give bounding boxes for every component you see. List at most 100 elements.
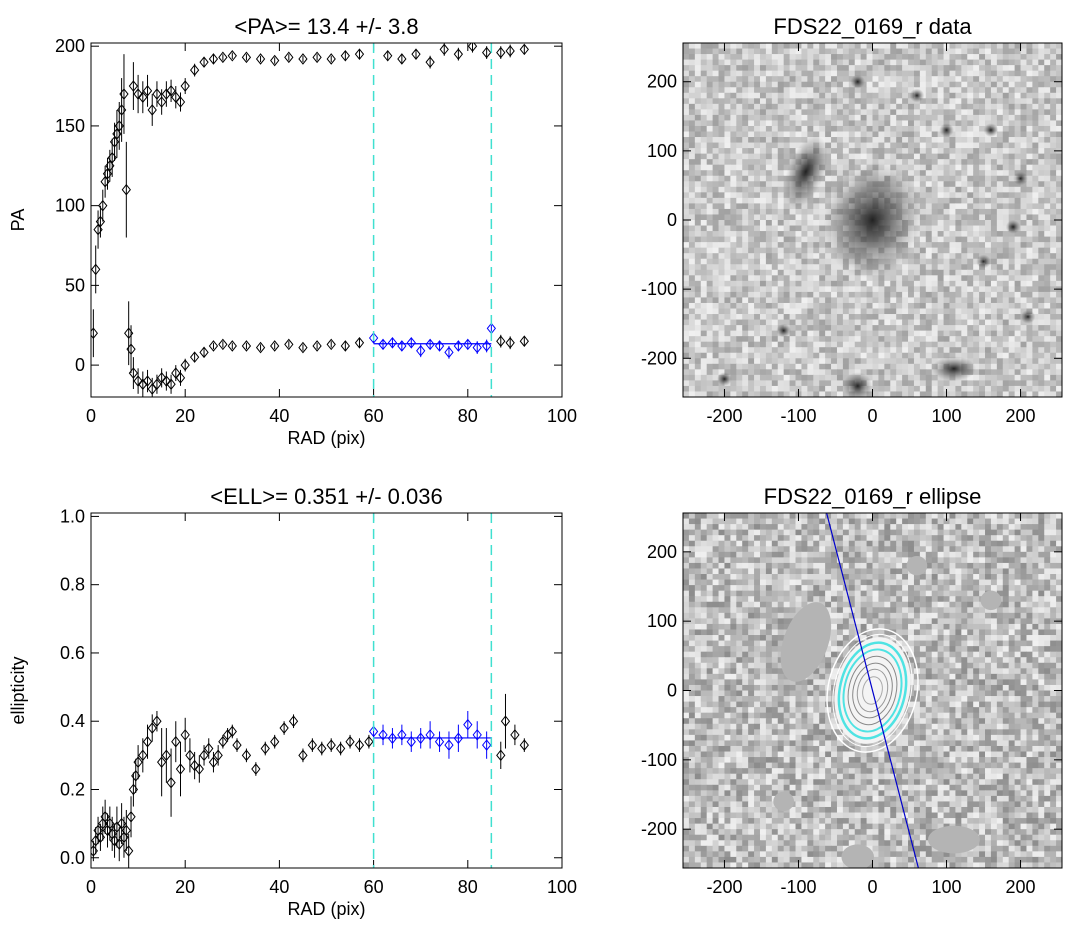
pixel [932,253,938,259]
pixel [914,264,920,270]
pixel [790,115,796,121]
pixel [991,165,997,171]
pixel [772,281,778,287]
pixel [890,275,896,281]
pixel [695,143,701,149]
pixel [932,292,938,298]
pixel [1038,82,1044,88]
pixel [1009,369,1015,375]
pixel [890,530,896,536]
pixel [754,242,760,248]
pixel [748,132,754,138]
pixel [961,170,967,176]
pixel [997,309,1003,315]
pixel [736,297,742,303]
pixel [961,137,967,143]
pixel [701,541,707,547]
pixel [967,203,973,209]
pixel [878,76,884,82]
pixel [784,546,790,552]
pixel [754,60,760,66]
pixel [1026,524,1032,530]
pixel [908,380,914,386]
pixel [689,82,695,88]
pixel [778,270,784,276]
pixel [961,297,967,303]
pixel [837,159,843,165]
pixel [730,342,736,348]
pixel [973,336,979,342]
pixel [961,331,967,337]
pixel [819,331,825,337]
pixel [949,342,955,348]
pixel [1026,65,1032,71]
pixel [760,369,766,375]
pixel [736,159,742,165]
pixel [742,132,748,138]
pixel [843,336,849,342]
pixel [754,126,760,132]
pixel [807,275,813,281]
pixel [902,120,908,126]
pixel [955,237,961,243]
pixel [849,49,855,55]
pixel [760,331,766,337]
pixel [1009,264,1015,270]
pixel [707,270,713,276]
pixel [938,347,944,353]
pixel [1038,259,1044,265]
pixel [926,325,932,331]
pixel [825,375,831,381]
pixel [1050,281,1056,287]
pixel [754,159,760,165]
pixel [719,297,725,303]
pixel [742,303,748,309]
pixel [784,115,790,121]
pixel [730,203,736,209]
pixel [707,386,713,392]
pixel [736,43,742,49]
pixel [1009,87,1015,93]
pixel [701,203,707,209]
pixel [902,342,908,348]
pixel [813,364,819,370]
pixel [689,325,695,331]
pixel [914,115,920,121]
pixel [683,170,689,176]
pixel [867,54,873,60]
pixel [766,342,772,348]
pixel [979,226,985,232]
pixel [991,154,997,160]
pixel [813,109,819,115]
pixel [961,519,967,525]
pixel [991,513,997,519]
pixel [932,220,938,226]
pixel [997,347,1003,353]
pixel [748,331,754,337]
pixel [766,126,772,132]
pixel [701,109,707,115]
pixel [819,519,825,525]
pixel [926,286,932,292]
pixel [1021,364,1027,370]
pixel [825,331,831,337]
pixel [849,120,855,126]
pixel [772,286,778,292]
pixel [689,192,695,198]
pixel [695,342,701,348]
pixel [944,314,950,320]
pixel [724,71,730,77]
pixel [979,148,985,154]
pixel [967,71,973,77]
pixel [689,65,695,71]
pixel [742,170,748,176]
pixel [825,104,831,110]
pixel [748,109,754,115]
pixel [1050,237,1056,243]
pixel [967,49,973,55]
pixel [949,165,955,171]
pixel [1044,375,1050,381]
pixel [961,253,967,259]
pixel [707,331,713,337]
pixel [766,546,772,552]
